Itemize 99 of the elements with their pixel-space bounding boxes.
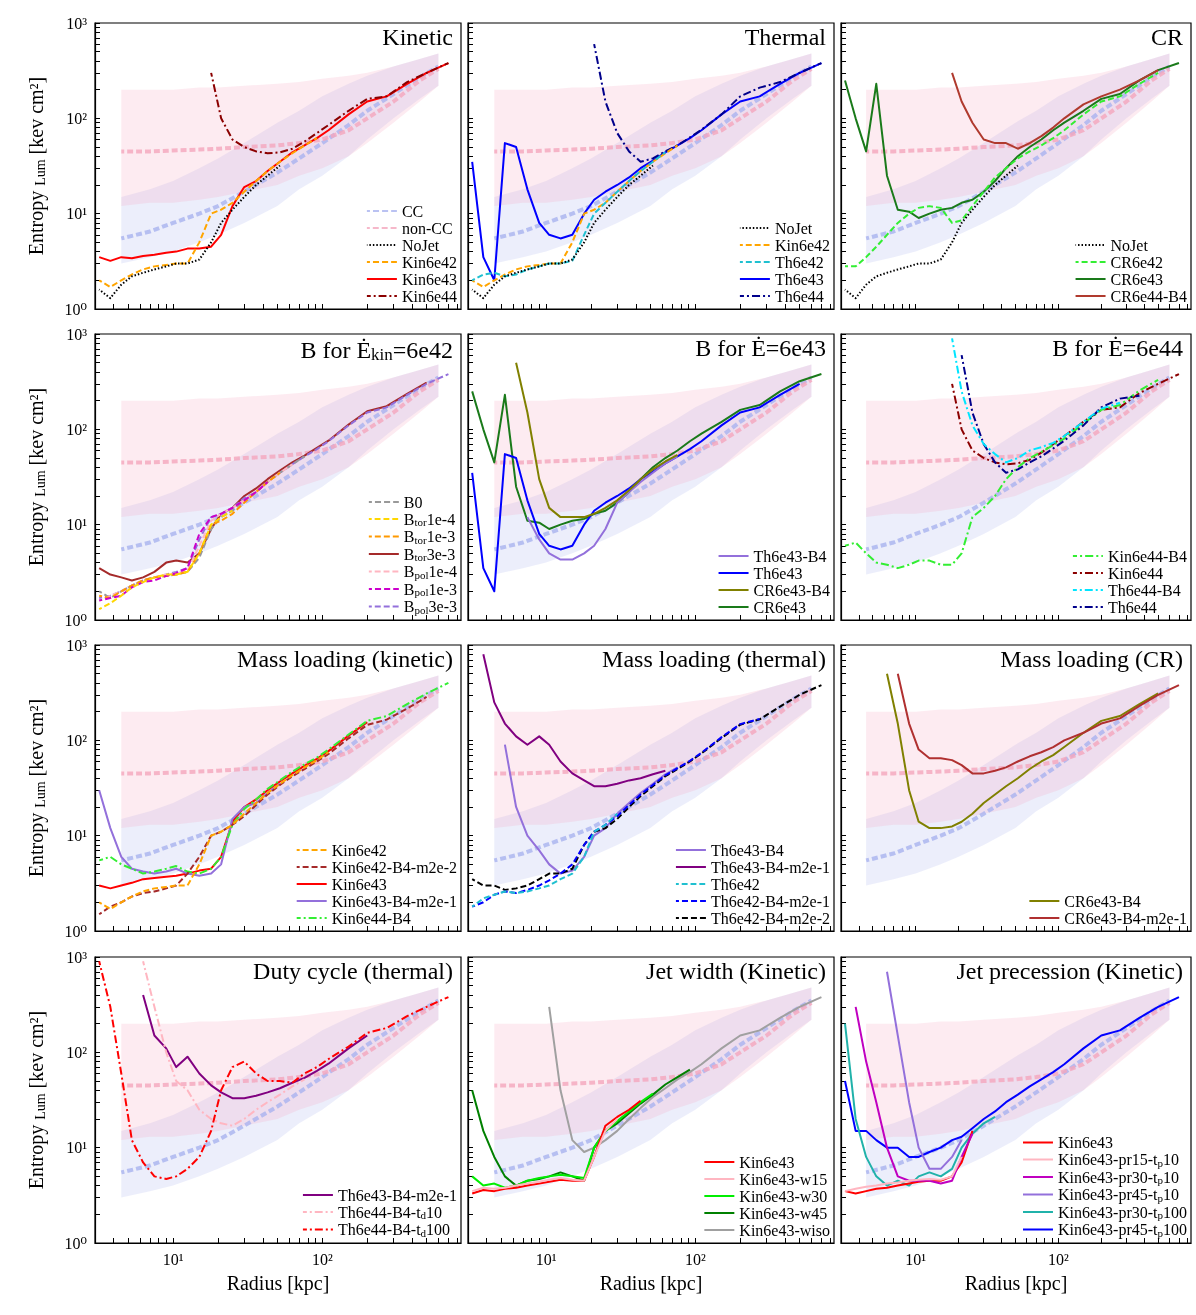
legend-label: Kin6e43 xyxy=(1057,1134,1114,1151)
y-tick-label: 10³ xyxy=(66,636,88,654)
legend-label: Th6e44-B4 xyxy=(1107,581,1181,599)
x-tick-label: 10¹ xyxy=(162,1250,184,1268)
legend-label: Kin6e43-w15 xyxy=(739,1170,828,1188)
legend-label: Th6e43 xyxy=(753,564,803,582)
legend-label: Th6e44-B4-td10 xyxy=(337,1203,443,1221)
legend-label: Kin6e43-pr45-tp10 xyxy=(1057,1186,1179,1204)
y-axis-title: Entropy Lum [kev cm²] xyxy=(25,1010,48,1190)
legend-label: Kin6e42 xyxy=(774,236,831,254)
legend-label: Th6e44 xyxy=(1107,598,1157,616)
chart-title: B for Ė=6e44 xyxy=(1052,335,1183,361)
legend-label: Kin6e44 xyxy=(401,287,458,305)
y-tick-label: 10² xyxy=(66,731,88,749)
legend-label: non-CC xyxy=(401,219,453,237)
x-tick-label: 10² xyxy=(1047,1250,1069,1268)
legend-label: Btor3e-3 xyxy=(403,545,456,563)
legend-label: Kin6e44-B4 xyxy=(331,909,411,927)
legend-label: CR6e43 xyxy=(1110,270,1164,288)
y-tick-label: 10² xyxy=(66,420,88,438)
legend-label: Kin6e43 xyxy=(401,270,458,288)
chart-title: Jet precession (Kinetic) xyxy=(956,958,1184,984)
legend-label: Th6e43-B4-m2e-1 xyxy=(710,858,830,876)
x-axis-title: Radius [kpc] xyxy=(964,1272,1068,1295)
legend-label: B0 xyxy=(403,493,423,511)
chart-title: CR xyxy=(1150,24,1183,50)
legend-label: Th6e42 xyxy=(710,875,760,893)
y-tick-label: 10¹ xyxy=(66,827,88,845)
x-tick-label: 10¹ xyxy=(905,1250,927,1268)
x-tick-label: 10² xyxy=(311,1250,333,1268)
legend-label: Kin6e42-B4-m2e-2 xyxy=(331,858,458,876)
chart-title: Mass loading (CR) xyxy=(1000,646,1184,672)
legend-label: CC xyxy=(401,202,424,220)
legend-label: CR6e44-B4 xyxy=(1110,287,1188,305)
legend-label: Kin6e43-wiso xyxy=(739,1221,830,1239)
legend-label: Kin6e44 xyxy=(1107,564,1164,582)
chart-title: Jet width (Kinetic) xyxy=(646,958,826,984)
y-axis-title: Entropy Lum [kev cm²] xyxy=(25,698,48,878)
y-tick-label: 10¹ xyxy=(66,516,88,534)
legend-label: Th6e43-B4 xyxy=(753,547,827,565)
legend-label: CR6e43-B4-m2e-1 xyxy=(1064,909,1188,927)
legend-label: Kin6e42 xyxy=(401,253,458,271)
legend-label: NoJet xyxy=(774,219,813,237)
legend-label: CR6e42 xyxy=(1110,253,1164,271)
y-tick-label: 10⁰ xyxy=(64,300,87,318)
legend-label: Th6e42-B4-m2e-1 xyxy=(710,892,830,910)
y-axis-title: Entropy Lum [kev cm²] xyxy=(25,387,48,567)
x-axis-title: Radius [kpc] xyxy=(599,1272,703,1295)
y-tick-label: 10² xyxy=(66,109,88,127)
line-series xyxy=(98,509,234,611)
chart-title: Duty cycle (thermal) xyxy=(253,958,454,984)
legend-label: CR6e43-B4 xyxy=(1064,892,1141,910)
legend-label: Bpol3e-3 xyxy=(403,598,458,616)
legend-label: Th6e43-B4 xyxy=(710,841,784,859)
chart-title: Mass loading (thermal) xyxy=(602,646,827,672)
legend-label: NoJet xyxy=(401,236,440,254)
y-tick-label: 10³ xyxy=(66,948,88,966)
x-tick-label: 10¹ xyxy=(535,1250,557,1268)
legend-label: Bpol1e-3 xyxy=(403,580,458,598)
legend-label: Th6e42-B4-m2e-2 xyxy=(710,909,830,927)
y-tick-label: 10⁰ xyxy=(64,1234,87,1252)
legend-label: Kin6e43-pr30-tp10 xyxy=(1057,1168,1179,1187)
y-axis-title: Entropy Lum [kev cm²] xyxy=(25,76,48,256)
y-tick-label: 10¹ xyxy=(66,1139,88,1157)
chart-title: Mass loading (kinetic) xyxy=(237,646,453,672)
legend-label: Th6e43 xyxy=(774,270,824,288)
y-tick-label: 10³ xyxy=(66,325,88,343)
legend-label: Kin6e43-pr15-tp10 xyxy=(1057,1151,1179,1169)
y-tick-label: 10² xyxy=(66,1043,88,1061)
legend-label: Kin6e44-B4 xyxy=(1107,547,1188,565)
legend-label: Kin6e43 xyxy=(739,1153,795,1171)
chart-title: Thermal xyxy=(744,24,827,50)
legend-label: Bpol1e-4 xyxy=(403,563,458,581)
y-tick-label: 10⁰ xyxy=(64,611,87,629)
legend-label: Btor1e-3 xyxy=(403,528,456,546)
x-tick-label: 10² xyxy=(684,1250,706,1268)
legend-label: Btor1e-4 xyxy=(403,510,456,528)
legend-label: NoJet xyxy=(1110,236,1149,254)
legend-label: Th6e44 xyxy=(774,287,824,305)
line-series xyxy=(98,782,281,877)
line-series xyxy=(98,164,281,300)
legend-label: Kin6e42 xyxy=(331,841,387,859)
legend-label: Th6e44-B4-td100 xyxy=(337,1221,451,1239)
legend-label: Th6e42 xyxy=(774,253,824,271)
y-tick-label: 10⁰ xyxy=(64,922,87,940)
legend-label: Kin6e43-w45 xyxy=(739,1204,828,1222)
line-series xyxy=(98,481,269,602)
legend-label: Kin6e43-B4-m2e-1 xyxy=(331,892,458,910)
legend-label: CR6e43 xyxy=(753,598,807,616)
legend-label: CR6e43-B4 xyxy=(753,581,831,599)
y-tick-label: 10¹ xyxy=(66,205,88,223)
x-axis-title: Radius [kpc] xyxy=(226,1272,330,1295)
legend-label: Th6e43-B4-m2e-1 xyxy=(337,1186,457,1204)
chart-title: B for Ė=6e43 xyxy=(695,335,826,361)
y-tick-label: 10³ xyxy=(66,14,88,32)
legend-label: Kin6e43-w30 xyxy=(739,1187,828,1205)
legend-label: Kin6e43-pr30-tp100 xyxy=(1057,1203,1187,1222)
chart-title: Kinetic xyxy=(382,24,453,50)
legend-label: Kin6e43 xyxy=(331,875,387,893)
